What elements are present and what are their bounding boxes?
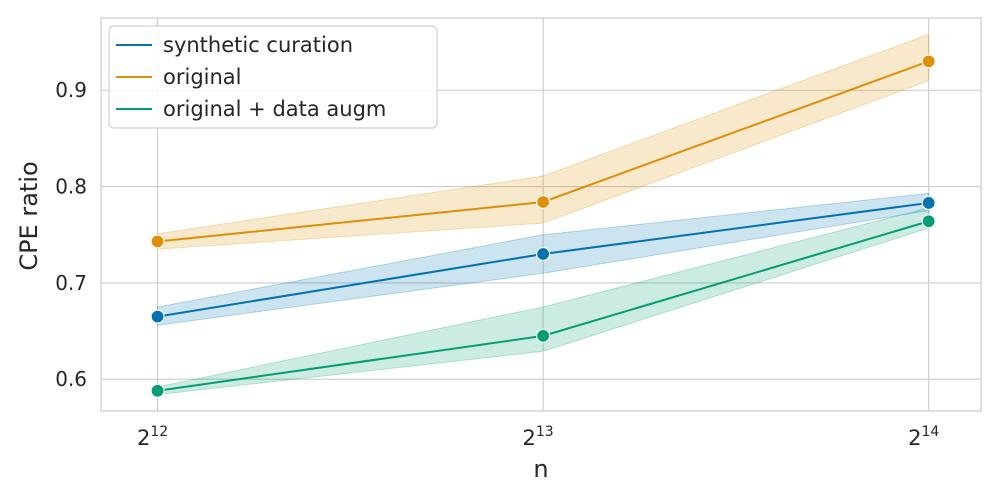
y-axis-title: CPE ratio [15, 161, 43, 270]
legend-label: synthetic curation [163, 33, 353, 57]
data-point [150, 383, 165, 398]
x-tick-label: 214 [908, 424, 939, 450]
legend-label: original [163, 65, 242, 89]
y-tick-label: 0.6 [55, 367, 87, 391]
x-axis-title: n [533, 455, 548, 483]
data-point [921, 54, 936, 69]
y-tick-labels: 0.6 0.7 0.8 0.9 [55, 78, 87, 391]
y-tick-label: 0.8 [55, 175, 87, 199]
data-point [536, 328, 551, 343]
data-point [536, 246, 551, 262]
x-tick-labels: 212 213 214 [137, 424, 939, 450]
data-point [921, 214, 936, 229]
legend-box [108, 25, 438, 129]
series-markers [150, 54, 936, 398]
data-point [921, 195, 936, 211]
data-point [150, 309, 165, 324]
plot-frame [100, 17, 982, 412]
legend-label: original + data augm [163, 97, 386, 121]
data-point [536, 194, 551, 210]
x-tick-label: 213 [523, 424, 554, 450]
y-tick-label: 0.9 [55, 78, 87, 102]
data-point [150, 234, 165, 249]
y-tick-label: 0.7 [55, 271, 87, 295]
x-tick-label: 212 [137, 424, 168, 450]
legend: synthetic curation original original + dat… [108, 25, 438, 129]
